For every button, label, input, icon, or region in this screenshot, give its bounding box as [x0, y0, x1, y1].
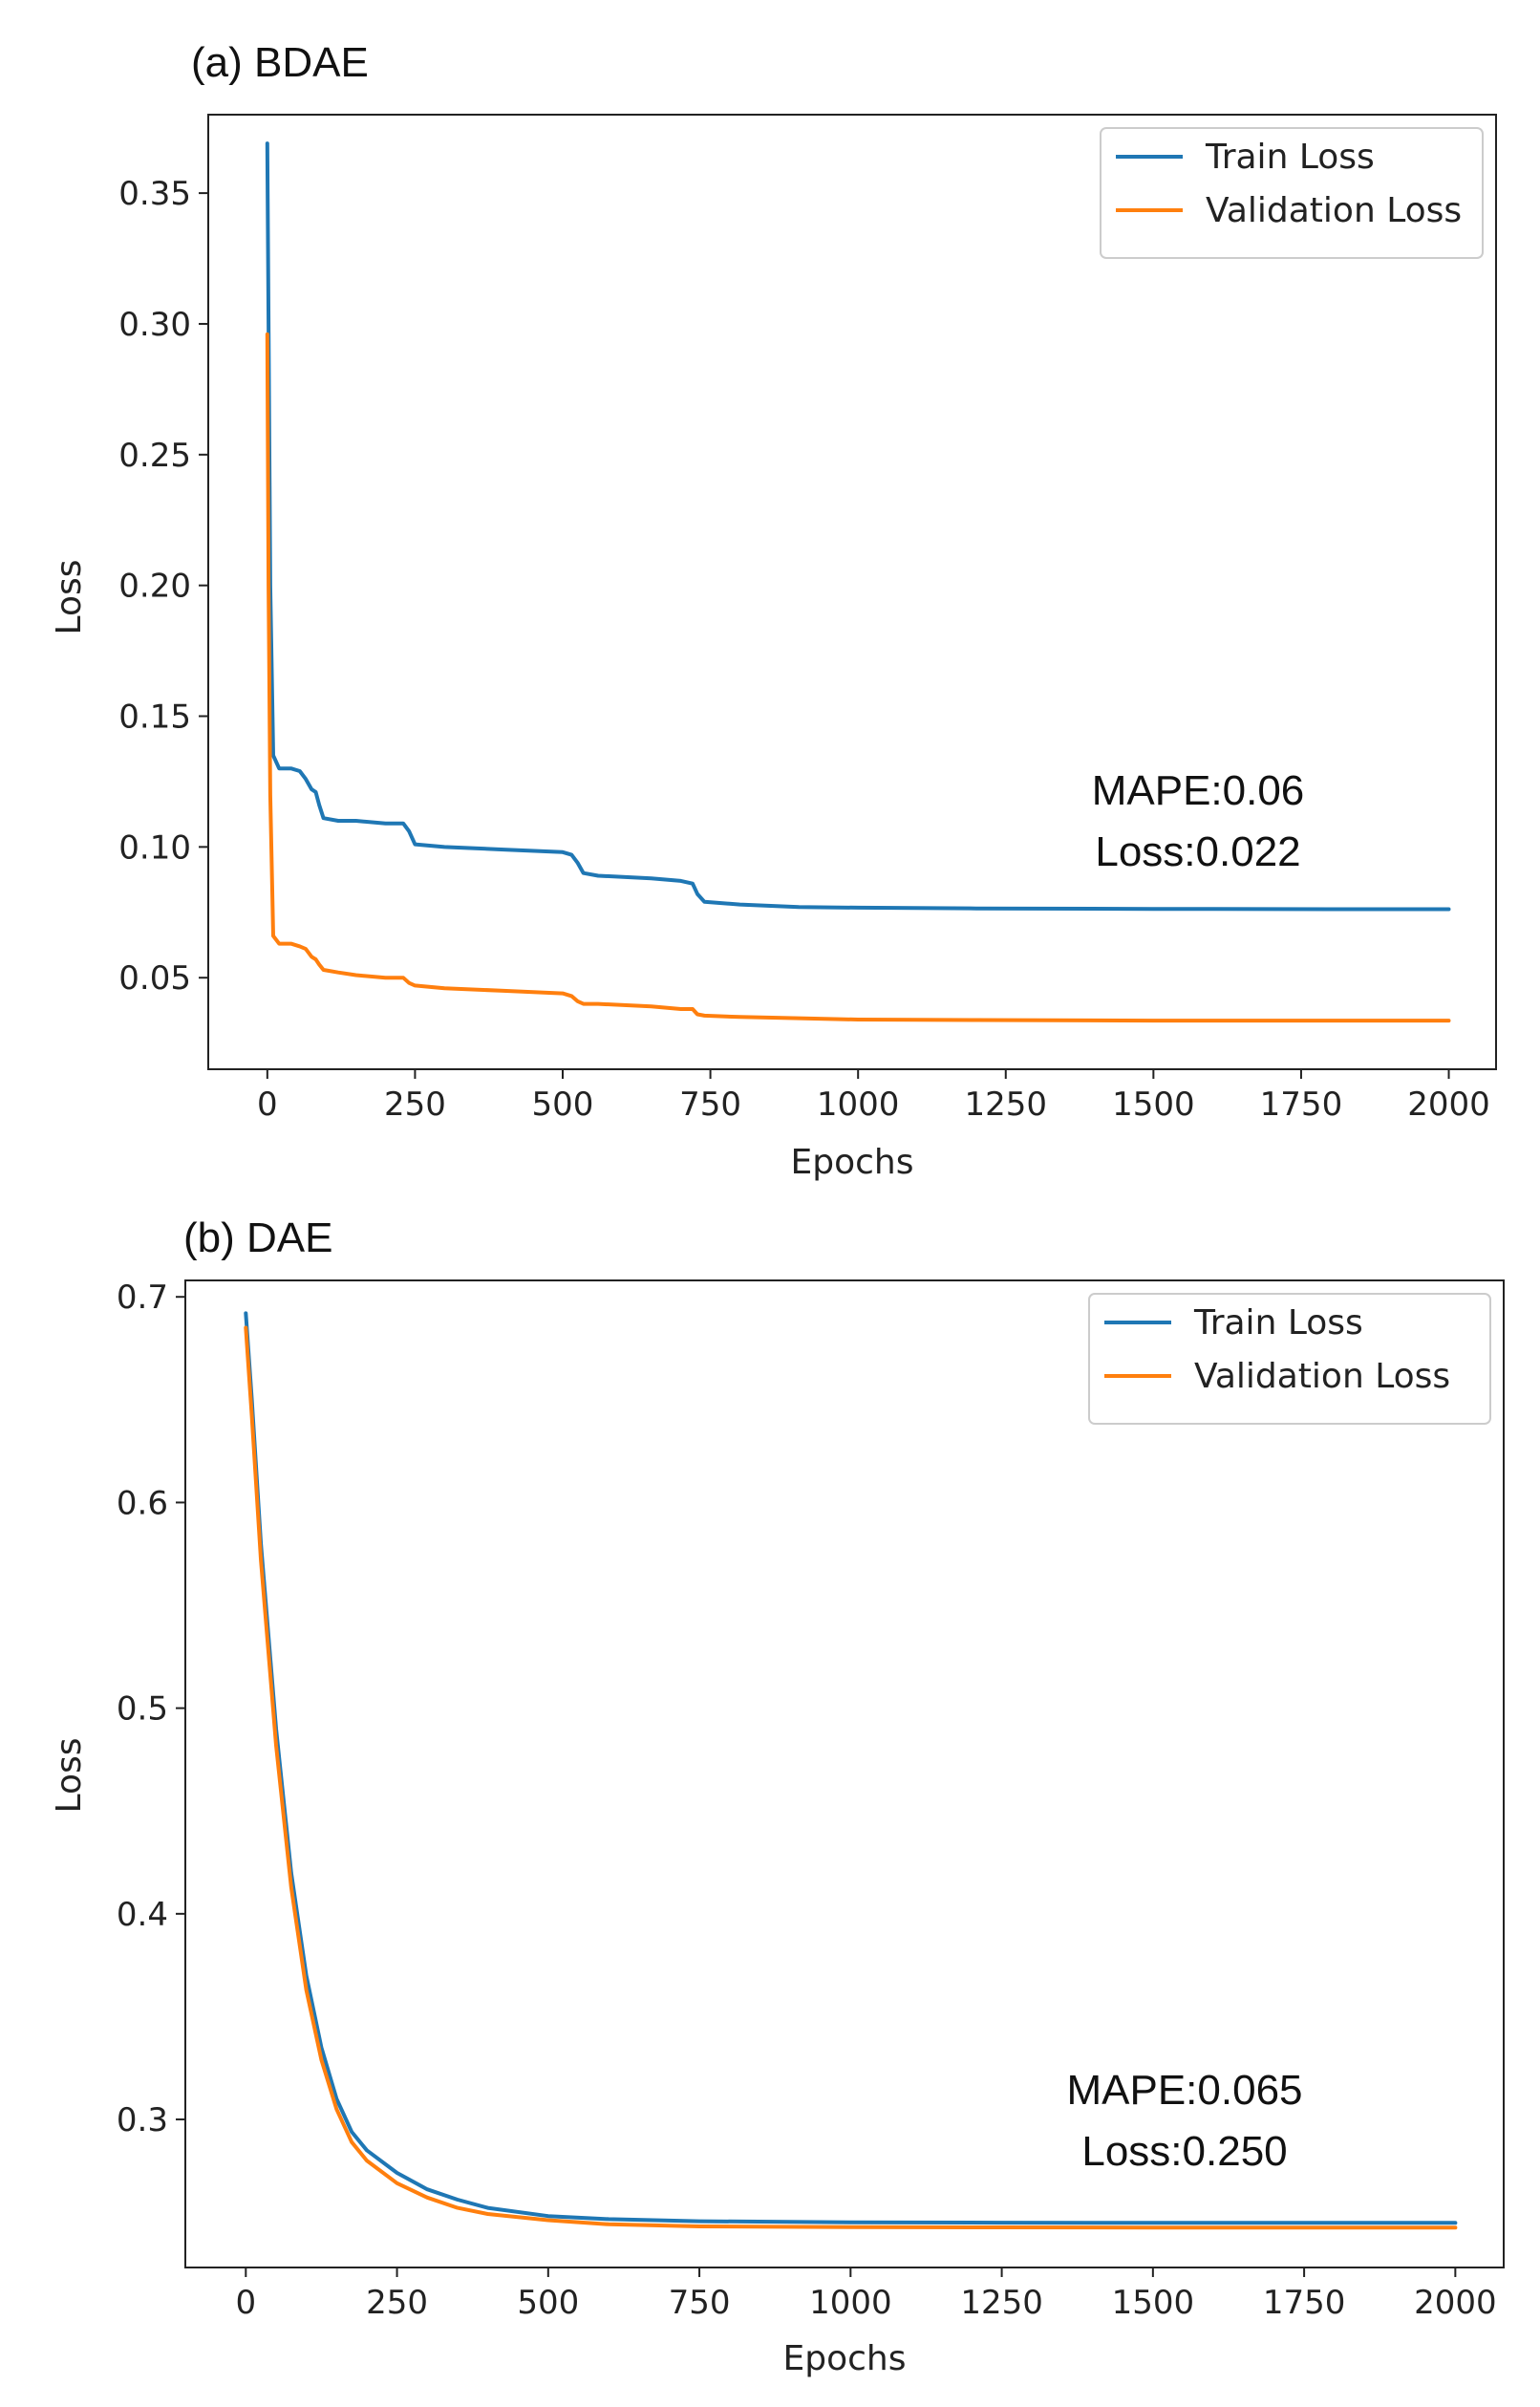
- series-line-validation-loss: [265, 332, 1451, 1023]
- chart-panel-dae: (b) DAE 0 250 500 750 1000 1250 1500 1750 2000 0.…: [50, 1214, 1505, 2378]
- y-tick-label: 0.20: [118, 568, 191, 606]
- x-tick-label: 500: [517, 2284, 579, 2322]
- x-tick-label: 1000: [809, 2284, 892, 2322]
- y-tick-label: 0.7: [117, 1279, 168, 1317]
- y-tick-label: 0.4: [117, 1896, 168, 1934]
- legend-label: Train Loss: [1193, 1303, 1363, 1343]
- x-tick-label: 1750: [1260, 1085, 1343, 1124]
- x-tick-label: 2000: [1414, 2284, 1497, 2322]
- x-tick-label: 1750: [1263, 2284, 1346, 2322]
- series-line-validation-loss: [244, 1325, 1458, 2230]
- y-axis-label: Loss: [50, 1738, 89, 1814]
- x-tick-label: 1250: [960, 2284, 1043, 2322]
- plot-frame: [184, 1279, 1505, 2268]
- x-tick-label: 250: [384, 1085, 446, 1124]
- plot-frame: [207, 114, 1497, 1070]
- legend-box: [1100, 127, 1484, 259]
- legend-box: [1088, 1293, 1491, 1425]
- x-tick-label: 750: [669, 2284, 731, 2322]
- x-axis-label: Epochs: [791, 1143, 914, 1182]
- y-tick-label: 0.05: [118, 959, 191, 998]
- x-axis-label: Epochs: [783, 2339, 907, 2378]
- legend-label: Validation Loss: [1194, 1357, 1450, 1396]
- legend-label: Validation Loss: [1206, 191, 1462, 230]
- x-tick-label: 1500: [1112, 2284, 1195, 2322]
- x-tick-label: 0: [257, 1085, 278, 1124]
- x-tick-label: 750: [679, 1085, 741, 1124]
- x-tick-label: 1500: [1112, 1085, 1195, 1124]
- x-tick-label: 1000: [817, 1085, 900, 1124]
- y-tick-label: 0.35: [118, 175, 191, 213]
- y-tick-label: 0.5: [117, 1690, 168, 1729]
- mape-annotation: MAPE:0.065: [1066, 2067, 1302, 2114]
- x-tick-label: 250: [366, 2284, 428, 2322]
- y-tick-label: 0.30: [118, 306, 191, 344]
- y-tick-label: 0.3: [117, 2101, 168, 2139]
- x-tick-label: 0: [235, 2284, 256, 2322]
- y-tick-label: 0.10: [118, 828, 191, 867]
- mape-annotation: MAPE:0.06: [1092, 767, 1305, 814]
- legend: Train Loss Validation Loss: [1100, 127, 1484, 259]
- x-tick-label: 500: [532, 1085, 594, 1124]
- y-tick-label: 0.25: [118, 437, 191, 475]
- panel-title: (b) DAE: [183, 1214, 332, 1261]
- series-line-train-loss: [265, 141, 1451, 912]
- y-tick-label: 0.15: [118, 698, 191, 737]
- panel-title: (a) BDAE: [191, 39, 369, 86]
- x-tick-label: 1250: [965, 1085, 1048, 1124]
- y-tick-label: 0.6: [117, 1484, 168, 1522]
- x-tick-label: 2000: [1407, 1085, 1490, 1124]
- legend: Train Loss Validation Loss: [1088, 1293, 1491, 1425]
- chart-panel-bdae: (a) BDAE 0 250 500 750 1000 1250 1500 1750 2000 0…: [50, 39, 1497, 1182]
- legend-label: Train Loss: [1205, 138, 1375, 177]
- loss-annotation: Loss:0.250: [1081, 2128, 1287, 2175]
- loss-annotation: Loss:0.022: [1095, 828, 1300, 875]
- y-axis-label: Loss: [50, 560, 89, 635]
